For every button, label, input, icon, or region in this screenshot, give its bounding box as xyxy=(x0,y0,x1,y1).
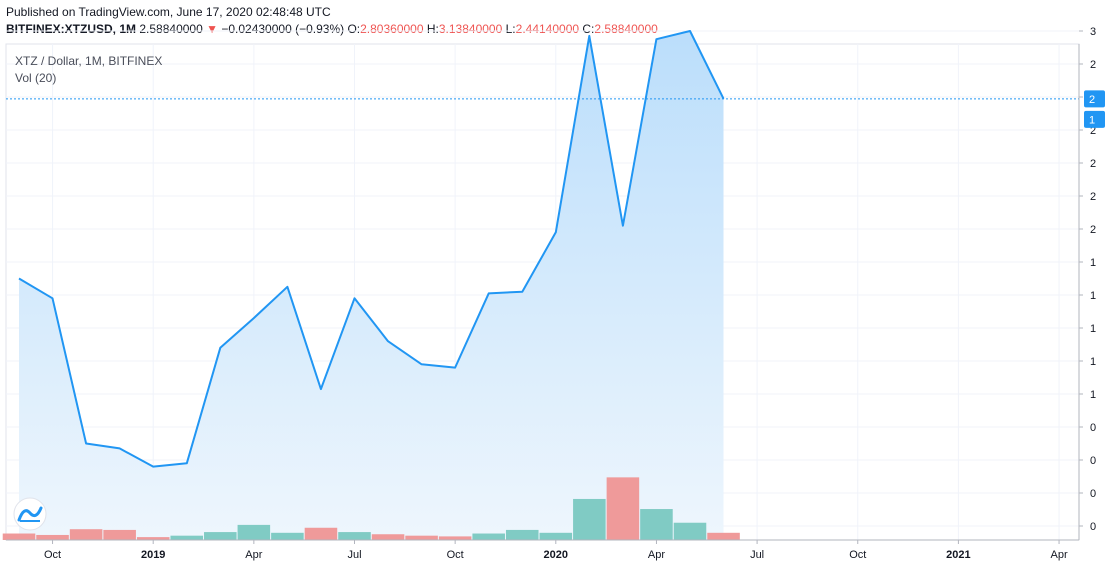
x-tick-label: Oct xyxy=(849,549,866,561)
volume-bar xyxy=(573,498,606,540)
ohlc-line: BITFINEX:XTZUSD, 1M 2.58840000 ▼ −0.0243… xyxy=(6,21,658,38)
volume-bar xyxy=(539,532,573,540)
volume-bar xyxy=(371,534,405,540)
volume-bar xyxy=(204,532,237,540)
y-tick-label: 0 xyxy=(1090,521,1096,533)
last-price-badge-label: 2 xyxy=(1089,94,1095,106)
legend-title: XTZ / Dollar, 1M, BITFINEX xyxy=(15,54,162,68)
volume-bar xyxy=(69,529,103,540)
last-price-badge: 2 xyxy=(1084,90,1105,108)
legend-volume: Vol (20) xyxy=(15,71,56,85)
volume-bar xyxy=(103,529,136,540)
tradingview-logo-icon[interactable] xyxy=(13,497,47,531)
countdown-badge: 1 xyxy=(1084,110,1105,128)
volume-bar xyxy=(640,509,673,540)
volume-bar xyxy=(505,529,539,540)
x-tick-label: 2019 xyxy=(141,549,165,561)
x-tick-label: Jul xyxy=(347,549,361,561)
volume-bar xyxy=(170,535,204,540)
low-value: 2.44140000 xyxy=(515,22,580,36)
y-tick-label: 1 xyxy=(1090,356,1096,368)
countdown-badge-label: 1 xyxy=(1089,114,1095,126)
x-tick-label: Oct xyxy=(447,549,464,561)
high-value: 3.13840000 xyxy=(438,22,503,36)
volume-bar xyxy=(673,522,707,540)
price-area xyxy=(19,31,724,540)
volume-bar xyxy=(338,532,371,540)
y-tick-label: 1 xyxy=(1090,323,1096,335)
down-arrow-icon: ▼ xyxy=(206,22,218,36)
y-tick-label: 0 xyxy=(1090,455,1096,467)
y-tick-label: 2 xyxy=(1090,191,1096,203)
y-tick-label: 2 xyxy=(1090,158,1096,170)
volume-bar xyxy=(438,536,472,540)
high-label: H: xyxy=(426,22,439,36)
open-value: 2.80360000 xyxy=(360,22,424,36)
y-tick-label: 1 xyxy=(1090,389,1096,401)
open-label: O: xyxy=(347,22,361,36)
volume-bar xyxy=(2,533,36,540)
x-tick-label: Jul xyxy=(750,549,764,561)
chart-header: Published on TradingView.com, June 17, 2… xyxy=(6,4,658,38)
y-tick-label: 2 xyxy=(1090,125,1096,137)
y-tick-label: 1 xyxy=(1090,290,1096,302)
volume-bars xyxy=(2,477,740,540)
time-axis[interactable]: Oct 2019 Apr Jul Oct 2020 Apr Jul Oct 2021 Apr xyxy=(44,540,1068,561)
symbol-label: BITFINEX:XTZUSD, 1M xyxy=(6,22,137,36)
change-value: −0.02430000 (−0.93%) xyxy=(221,22,345,36)
x-tick-label: Apr xyxy=(648,549,665,561)
y-tick-label: 0 xyxy=(1090,422,1096,434)
volume-bar xyxy=(136,537,170,540)
last-value: 2.58840000 xyxy=(139,22,203,36)
y-tick-label: 0 xyxy=(1090,488,1096,500)
x-tick-label: Apr xyxy=(1050,549,1067,561)
y-tick-label: 2 xyxy=(1090,59,1096,71)
close-label: C: xyxy=(582,22,595,36)
volume-bar xyxy=(472,533,505,540)
published-text: Published on TradingView.com, June 17, 2… xyxy=(6,5,331,19)
volume-bar xyxy=(271,532,304,540)
published-line: Published on TradingView.com, June 17, 2… xyxy=(6,4,658,21)
volume-bar xyxy=(707,532,740,540)
low-label: L: xyxy=(505,22,516,36)
x-tick-label: Apr xyxy=(245,549,262,561)
volume-bar xyxy=(237,524,271,540)
volume-bar xyxy=(36,534,69,540)
volume-bar xyxy=(405,535,438,540)
close-value: 2.58840000 xyxy=(594,22,658,36)
y-tick-label: 1 xyxy=(1090,257,1096,269)
y-tick-label: 2 xyxy=(1090,224,1096,236)
x-tick-label: 2020 xyxy=(544,549,568,561)
price-line xyxy=(18,30,725,468)
y-tick-label: 3 xyxy=(1090,26,1096,38)
volume-bar xyxy=(606,477,640,540)
volume-bar xyxy=(304,527,338,540)
x-tick-label: 2021 xyxy=(946,549,970,561)
x-tick-label: Oct xyxy=(44,549,61,561)
